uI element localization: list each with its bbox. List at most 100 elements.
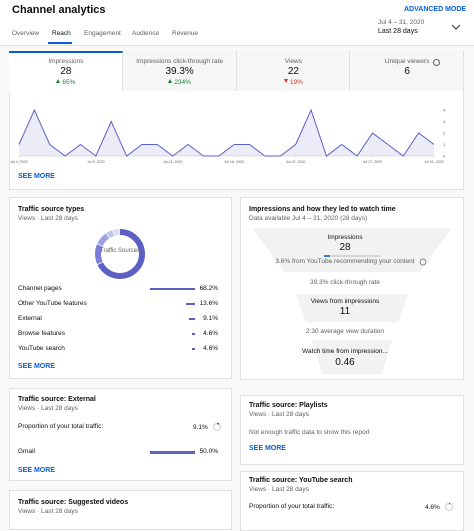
card-title: Traffic source: Playlists [249, 402, 328, 409]
recommend: 3.6% from YouTube recommending your cont… [275, 258, 415, 265]
proportion-pie [212, 422, 222, 432]
pie-value [212, 422, 222, 432]
views: 11 [339, 306, 351, 317]
tab-indicator [48, 42, 72, 44]
change-text: 19% [289, 79, 303, 86]
proportion-text: 4.6% [425, 504, 440, 511]
source-name: Other YouTube features [18, 300, 87, 307]
proportion-label: Proportion of your total traffic: [249, 503, 335, 510]
donut-segment [95, 229, 145, 279]
impressions-label: Impressions [327, 234, 363, 241]
metric-value: 28 [60, 66, 72, 77]
metric-change: 65% [9, 79, 123, 86]
source-name: Browse features [18, 330, 65, 337]
x-tick-label: Jul 18, 2020 [224, 160, 244, 164]
metric-value: 22 [287, 66, 299, 77]
y-tick-label: 4 [443, 108, 446, 113]
card-subtitle: Views · Last 28 days [249, 486, 309, 493]
row-bar [150, 451, 195, 454]
tab[interactable]: Engagement [84, 30, 121, 37]
source-name: Channel pages [18, 285, 62, 292]
source-name: External [18, 315, 42, 322]
donut-label: Traffic Sources [100, 248, 141, 254]
watch-label: Watch time from impression... [302, 348, 388, 355]
row-name: Gmail [18, 448, 35, 455]
advanced-mode[interactable]: ADVANCED MODE [404, 6, 467, 13]
x-tick-label: Jul 31, 2020 [424, 160, 444, 164]
playlists-card [240, 395, 464, 465]
line-area [19, 110, 434, 156]
see-more[interactable]: SEE MORE [18, 173, 55, 180]
metric-label: Impressions [48, 58, 84, 65]
see-more[interactable]: SEE MORE [18, 467, 55, 474]
y-tick-label: 1 [443, 142, 446, 147]
source-bar [191, 348, 195, 350]
page: Channel analytics ADVANCED MODE Jul 4 – … [0, 4, 474, 531]
source-bar [188, 318, 195, 320]
metric-tab[interactable] [122, 51, 237, 91]
x-tick-label: Jul 14, 2020 [163, 160, 183, 164]
funnel-shape [252, 228, 452, 374]
metric-label: Impressions click-through rate [136, 58, 223, 65]
change-arrow [168, 79, 173, 83]
card-subtitle: Data available Jul 4 – 31, 2020 (28 days… [249, 215, 368, 222]
y-tick-label: 3 [443, 119, 446, 124]
metric-tab[interactable] [236, 51, 351, 91]
card-title: Impressions and how they led to watch ti… [249, 206, 396, 213]
tab-active[interactable]: Reach [52, 30, 71, 37]
proportion-text: 9.1% [193, 424, 208, 431]
proportion-label: Proportion of your total traffic: [18, 423, 104, 430]
x-tick-label: Jul 22, 2020 [286, 160, 306, 164]
metric-label: Views [284, 58, 302, 65]
change-arrow [283, 79, 288, 83]
tab[interactable]: Overview [12, 30, 40, 37]
watch: 0.46 [335, 357, 355, 368]
metric-label: Unique viewers [384, 58, 430, 65]
donut-segment [95, 229, 145, 279]
x-tick-label: Jul 27, 2020 [363, 160, 383, 164]
metric-value: 6 [404, 66, 410, 77]
x-tick-label: Jul 4, 2020 [10, 160, 28, 164]
metric-value: 39.3% [165, 66, 194, 77]
source-value: 9.1% [203, 315, 218, 322]
card-title: Traffic source: External [18, 396, 96, 403]
impressions: 28 [339, 242, 351, 253]
see-more[interactable]: SEE MORE [249, 445, 286, 452]
info-icon [433, 59, 441, 66]
overview-chart: 0 1 2 3 4 Jul 4, 2020 Jul 9, 2020 Jul 14, 2020 J… [10, 108, 446, 165]
card-subtitle: Views · Last 28 days [18, 215, 78, 222]
proportion-pie [444, 502, 454, 512]
tab[interactable]: Revenue [172, 30, 199, 37]
page-title: Channel analytics [12, 4, 106, 16]
card-title: Traffic source: Suggested videos [18, 499, 129, 506]
change-text: 234% [174, 79, 191, 86]
card-title: Traffic source: YouTube search [249, 477, 353, 484]
source-name: YouTube search [18, 345, 65, 352]
x-tick-label: Jul 9, 2020 [87, 160, 105, 164]
source-value: 68.2% [199, 285, 218, 292]
change-text: 65% [62, 79, 76, 86]
source-bar [149, 288, 195, 290]
dropdown-icon[interactable] [452, 24, 460, 30]
date-range[interactable]: Jul 4 – 31, 2020 [378, 19, 425, 26]
metric-change: 19% [237, 79, 351, 86]
tab[interactable]: Audience [132, 30, 160, 37]
line [18, 108, 435, 157]
card-subtitle: Views · Last 28 days [18, 508, 78, 515]
y-tick-label: 0 [443, 154, 446, 159]
views-label: Views from impressions [310, 298, 380, 305]
donut [95, 229, 145, 279]
change-arrow [56, 79, 61, 83]
metric-tab[interactable] [9, 51, 123, 91]
pie-track [444, 502, 454, 512]
period[interactable]: Last 28 days [378, 28, 418, 35]
metric-tab[interactable] [350, 51, 464, 91]
see-more[interactable]: SEE MORE [18, 363, 55, 370]
duration: 2:30 average view duration [305, 328, 385, 335]
pie-track [212, 422, 222, 432]
y-tick-label: 2 [443, 131, 446, 136]
source-bar [191, 333, 195, 335]
card-subtitle: Views · Last 28 days [18, 405, 78, 412]
pie-value [444, 502, 454, 512]
source-value: 4.6% [203, 345, 218, 352]
